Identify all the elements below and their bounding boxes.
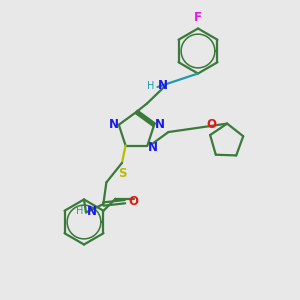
Text: O: O — [129, 195, 139, 208]
Text: H: H — [76, 206, 83, 216]
Text: N: N — [108, 118, 118, 131]
Text: O: O — [207, 118, 217, 130]
Text: H: H — [147, 81, 155, 91]
Text: N: N — [154, 118, 165, 131]
Text: F: F — [194, 11, 202, 24]
Text: N: N — [148, 140, 158, 154]
Text: N: N — [158, 79, 168, 92]
Text: S: S — [118, 167, 126, 179]
Text: N: N — [87, 205, 97, 218]
